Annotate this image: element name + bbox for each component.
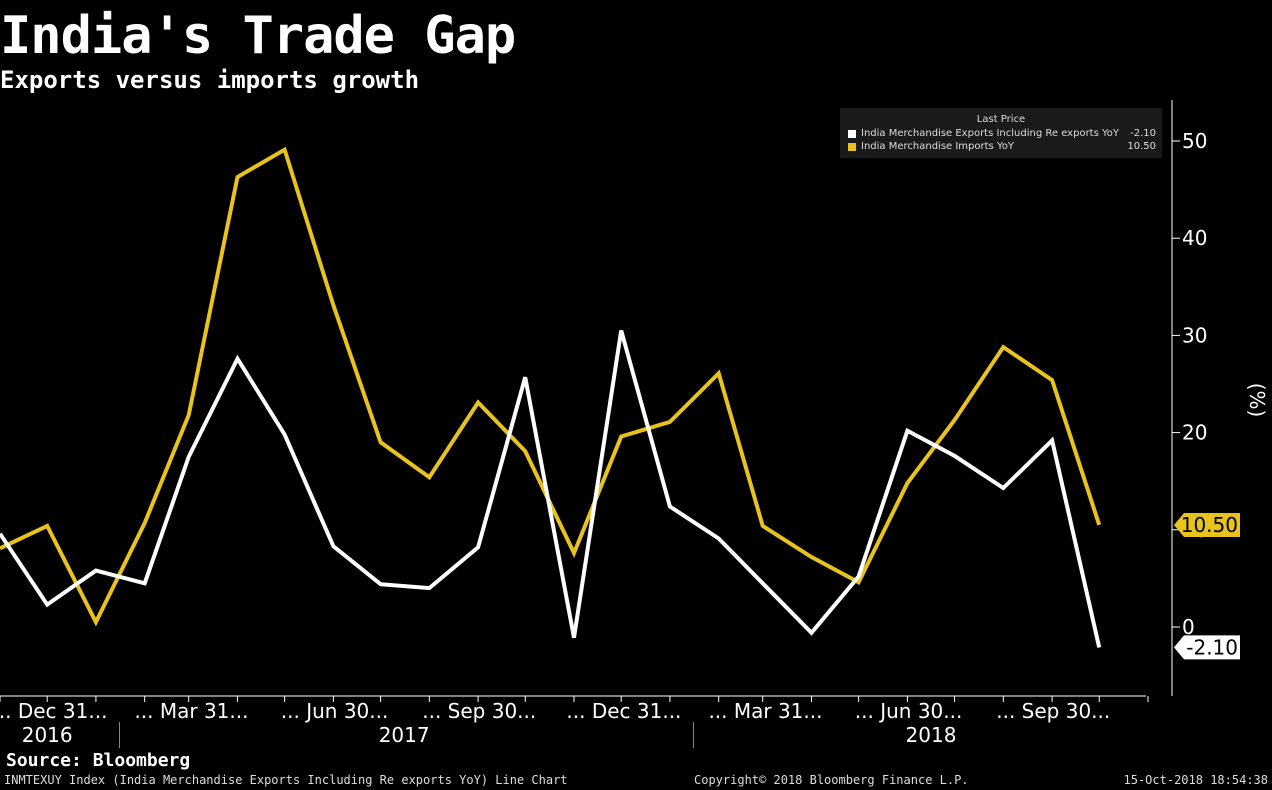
last-price-tag-imports — [1174, 512, 1240, 537]
footer-description: INMTEXUY Index (India Merchandise Export… — [4, 773, 568, 787]
x-tick-label: ... Dec 31... — [566, 699, 681, 723]
x-tick-label: ... Jun 30... — [281, 699, 389, 723]
legend-item-imports: India Merchandise Imports YoY 10.50 — [848, 141, 1156, 154]
x-tick-label: ... Sep 30... — [996, 699, 1110, 723]
legend-value-imports: 10.50 — [1127, 141, 1156, 152]
x-tick-label: ... Jun 30... — [855, 699, 963, 723]
series-line-exports — [0, 329, 1102, 648]
legend-name-imports: India Merchandise Imports YoY — [861, 141, 1014, 152]
x-tick-label: ... Sep 30... — [422, 699, 536, 723]
legend-item-exports: India Merchandise Exports Including Re e… — [848, 128, 1156, 141]
y-tick-label: 40 — [1182, 226, 1207, 250]
y-tick-label: 20 — [1182, 421, 1207, 445]
last-price-labels: -2.10 10.50 — [1174, 512, 1240, 660]
last-price-label-imports: 10.50 — [1181, 513, 1238, 537]
year-label: 2018 — [906, 723, 957, 747]
x-tick-label: ... Mar 31... — [134, 699, 248, 723]
legend-swatch-imports — [848, 143, 856, 151]
chart-series — [0, 146, 1102, 648]
y-tick-label: 50 — [1182, 129, 1207, 153]
x-tick-label: ... Mar 31... — [708, 699, 822, 723]
y-tick-label: 0 — [1182, 615, 1195, 639]
chart-legend: Last Price India Merchandise Exports Inc… — [840, 108, 1162, 158]
last-price-tag-exports — [1174, 635, 1240, 660]
chart-title: India's Trade Gap — [0, 6, 516, 66]
legend-swatch-exports — [848, 130, 856, 138]
y-axis-label: (%) — [1245, 382, 1269, 418]
year-label: 2017 — [379, 723, 430, 747]
chart-subtitle: Exports versus imports growth — [0, 66, 420, 94]
year-label: 2016 — [22, 723, 73, 747]
legend-name-exports: India Merchandise Exports Including Re e… — [861, 128, 1119, 139]
legend-header: Last Price — [976, 114, 1026, 125]
x-tick-label: ... Dec 31... — [0, 699, 107, 723]
y-tick-label: 30 — [1182, 323, 1207, 347]
series-line-imports — [0, 146, 1102, 627]
legend-value-exports: -2.10 — [1130, 128, 1156, 139]
footer-timestamp: 15-Oct-2018 18:54:38 — [1123, 773, 1269, 787]
chart-axes: 01020304050... Dec 31...... Mar 31......… — [0, 100, 1207, 748]
footer-copyright: Copyright© 2018 Bloomberg Finance L.P. — [694, 773, 969, 787]
last-price-label-exports: -2.10 — [1186, 635, 1238, 659]
source-note: Source: Bloomberg — [6, 750, 191, 771]
